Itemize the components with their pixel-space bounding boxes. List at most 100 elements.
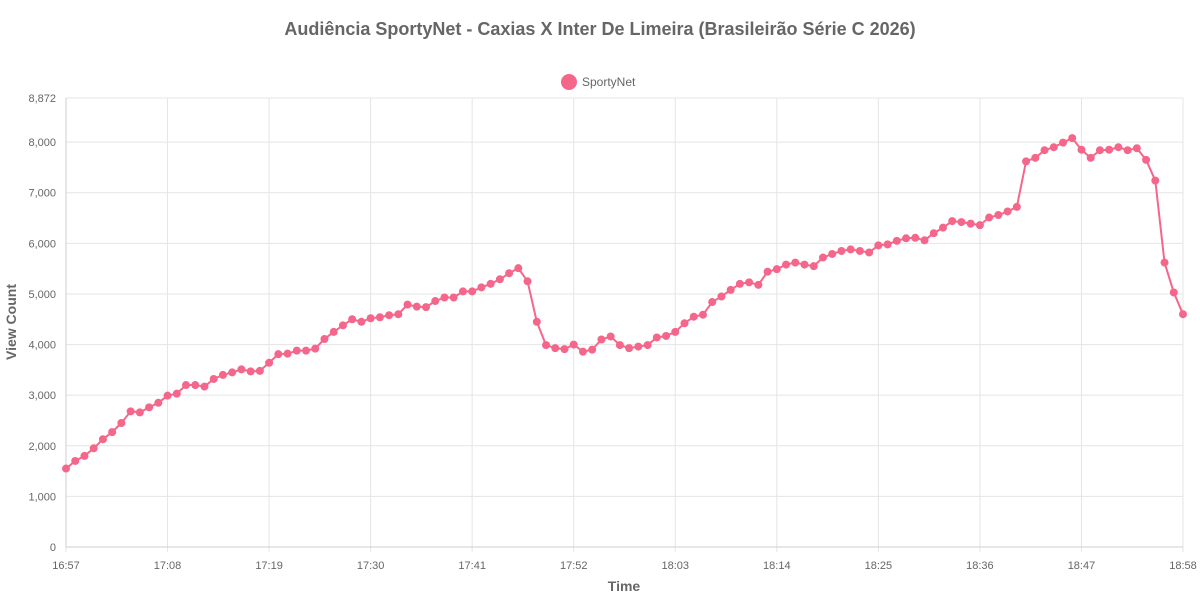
data-point[interactable] xyxy=(615,341,624,350)
data-point[interactable] xyxy=(1132,144,1141,153)
data-point[interactable] xyxy=(708,298,717,307)
data-point[interactable] xyxy=(255,366,264,375)
data-point[interactable] xyxy=(560,345,569,354)
data-point[interactable] xyxy=(1003,207,1012,216)
data-point[interactable] xyxy=(818,253,827,262)
data-point[interactable] xyxy=(375,313,384,322)
data-point[interactable] xyxy=(652,333,661,342)
data-point[interactable] xyxy=(200,382,209,391)
legend-label-sportynet[interactable]: SportyNet xyxy=(582,75,636,89)
data-point[interactable] xyxy=(957,218,966,227)
data-point[interactable] xyxy=(62,464,70,473)
data-point[interactable] xyxy=(311,344,320,353)
data-point[interactable] xyxy=(717,292,726,301)
data-point[interactable] xyxy=(145,403,154,412)
data-point[interactable] xyxy=(154,398,163,407)
data-point[interactable] xyxy=(532,317,541,326)
data-point[interactable] xyxy=(366,314,375,323)
data-point[interactable] xyxy=(126,407,135,416)
data-point[interactable] xyxy=(578,347,587,356)
legend-marker-sportynet[interactable] xyxy=(561,74,577,90)
data-point[interactable] xyxy=(782,260,791,269)
data-point[interactable] xyxy=(920,236,929,245)
data-point[interactable] xyxy=(1123,146,1132,155)
data-point[interactable] xyxy=(902,234,911,243)
data-point[interactable] xyxy=(643,341,652,350)
data-point[interactable] xyxy=(1169,288,1178,297)
data-point[interactable] xyxy=(1022,157,1031,166)
data-point[interactable] xyxy=(514,264,523,273)
data-point[interactable] xyxy=(680,319,689,328)
data-point[interactable] xyxy=(966,219,975,228)
data-point[interactable] xyxy=(440,293,449,302)
data-point[interactable] xyxy=(1142,155,1151,164)
legend[interactable]: SportyNet xyxy=(561,74,636,90)
data-point[interactable] xyxy=(458,287,467,296)
data-point[interactable] xyxy=(938,223,947,232)
data-point[interactable] xyxy=(98,435,107,444)
data-point[interactable] xyxy=(597,335,606,344)
data-point[interactable] xyxy=(329,327,338,336)
data-point[interactable] xyxy=(1012,202,1021,211)
data-point[interactable] xyxy=(357,317,366,326)
data-point[interactable] xyxy=(71,456,80,465)
data-point[interactable] xyxy=(265,358,274,367)
data-point[interactable] xyxy=(689,312,698,321)
data-point[interactable] xyxy=(172,389,181,398)
data-point[interactable] xyxy=(80,451,89,460)
data-point[interactable] xyxy=(1160,258,1169,267)
data-point[interactable] xyxy=(1086,153,1095,162)
data-point[interactable] xyxy=(985,213,994,222)
data-point[interactable] xyxy=(726,285,735,294)
data-point[interactable] xyxy=(1040,146,1049,155)
data-point[interactable] xyxy=(698,310,707,319)
data-point[interactable] xyxy=(431,297,440,306)
data-point[interactable] xyxy=(1031,153,1040,162)
data-point[interactable] xyxy=(191,381,200,390)
data-point[interactable] xyxy=(302,346,311,355)
data-point[interactable] xyxy=(246,367,255,376)
data-point[interactable] xyxy=(505,269,514,278)
data-point[interactable] xyxy=(892,236,901,245)
data-point[interactable] xyxy=(1068,134,1077,143)
data-point[interactable] xyxy=(412,302,421,311)
data-point[interactable] xyxy=(551,344,560,353)
data-point[interactable] xyxy=(163,391,172,400)
data-point[interactable] xyxy=(274,350,283,359)
data-point[interactable] xyxy=(837,246,846,255)
data-point[interactable] xyxy=(754,280,763,289)
data-point[interactable] xyxy=(588,345,597,354)
data-point[interactable] xyxy=(237,365,246,374)
data-point[interactable] xyxy=(182,381,191,390)
data-point[interactable] xyxy=(763,267,772,276)
data-point[interactable] xyxy=(883,240,892,249)
data-point[interactable] xyxy=(89,444,98,453)
data-point[interactable] xyxy=(911,233,920,242)
data-point[interactable] xyxy=(1179,310,1187,319)
data-point[interactable] xyxy=(745,278,754,287)
data-point[interactable] xyxy=(1049,143,1058,152)
data-point[interactable] xyxy=(1151,176,1160,185)
data-point[interactable] xyxy=(209,374,218,383)
data-point[interactable] xyxy=(846,245,855,254)
data-point[interactable] xyxy=(662,331,671,340)
data-point[interactable] xyxy=(634,342,643,351)
data-point[interactable] xyxy=(422,303,431,312)
data-point[interactable] xyxy=(865,248,874,257)
data-point[interactable] xyxy=(403,300,412,309)
data-point[interactable] xyxy=(394,310,403,319)
data-point[interactable] xyxy=(800,260,809,269)
data-point[interactable] xyxy=(772,265,781,274)
data-point[interactable] xyxy=(218,370,227,379)
data-point[interactable] xyxy=(135,408,144,417)
data-point[interactable] xyxy=(569,340,578,349)
data-point[interactable] xyxy=(606,332,615,341)
data-point[interactable] xyxy=(542,341,551,350)
data-point[interactable] xyxy=(338,321,347,330)
data-point[interactable] xyxy=(625,344,634,353)
data-point[interactable] xyxy=(1058,138,1067,147)
data-point[interactable] xyxy=(348,315,357,324)
data-point[interactable] xyxy=(320,335,329,343)
data-point[interactable] xyxy=(828,249,837,258)
data-point[interactable] xyxy=(108,428,117,437)
